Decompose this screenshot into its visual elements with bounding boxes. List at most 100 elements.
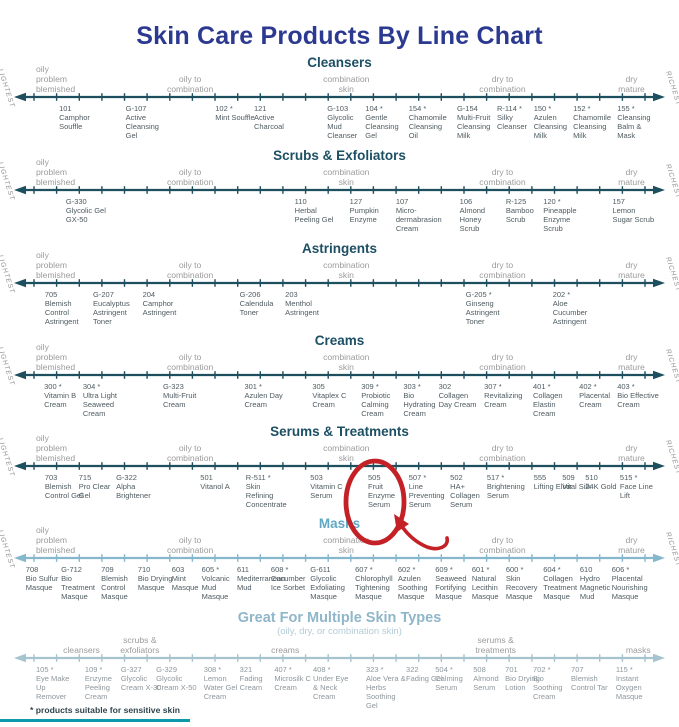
product-name: Cleansing Balm & Mask bbox=[617, 113, 651, 140]
product-name: Under Eye & Neck Cream bbox=[313, 674, 349, 701]
product-code: G-207 bbox=[93, 290, 114, 299]
axis-label: masks bbox=[625, 644, 651, 655]
axis-label: dry to combination bbox=[479, 351, 526, 372]
product-code: 322 bbox=[406, 665, 419, 674]
axis-label: oily problem blemished bbox=[35, 156, 76, 187]
axis-label: dry mature bbox=[618, 166, 645, 187]
product-605: 605 * Volcanic Mud Masque bbox=[202, 565, 244, 601]
product-code: 508 bbox=[473, 665, 486, 674]
product-name: Micro-dermabrasion Cream bbox=[395, 206, 442, 233]
axis-line bbox=[14, 553, 665, 563]
product-G-205: G-205 * Ginseng Astringent Toner bbox=[466, 290, 508, 326]
product-109: 109 * Enzyme Peeling Cream bbox=[85, 665, 127, 701]
product-name: Lemon Water Gel Cream bbox=[203, 674, 238, 701]
product-name: Glycolic Gel GX-50 bbox=[65, 206, 106, 224]
product-name: Almond Honey Scrub bbox=[459, 206, 486, 233]
product-G-330: G-330 Glycolic Gel GX-50 bbox=[66, 197, 108, 224]
axis-line bbox=[14, 185, 665, 195]
axis-line bbox=[14, 461, 665, 471]
product-name: Camphor Souffle bbox=[59, 113, 90, 131]
product-name: Blemish Control Tar bbox=[571, 674, 608, 692]
product-name: Placental Nourishing Masque bbox=[611, 574, 648, 601]
product-name: Azulen Cleansing Milk bbox=[533, 113, 568, 140]
product-code: 503 bbox=[310, 473, 323, 482]
product-name: Multi-Fruit Cream bbox=[162, 391, 197, 409]
product-name: Bio Treatment Masque bbox=[61, 574, 96, 601]
product-name: Eucalyptus Astringent Toner bbox=[93, 299, 130, 326]
product-name: Herbal Peeling Gel bbox=[294, 206, 334, 224]
product-name: Vitamin B Cream bbox=[44, 391, 77, 409]
sensitive-skin-footnote: * products suitable for sensitive skin bbox=[30, 705, 180, 715]
product-150: 150 * Azulen Cleansing Milk bbox=[534, 104, 576, 140]
product-705: 705 Blemish Control Astringent bbox=[45, 290, 87, 326]
product-name: Pumpkin Enzyme bbox=[349, 206, 379, 224]
axis-label: dry to combination bbox=[479, 73, 526, 94]
product-name: Vital Silk bbox=[562, 482, 591, 491]
axis-label: oily to combination bbox=[166, 442, 214, 463]
product-304: 304 * Ultra Light Seaweed Cream bbox=[83, 382, 125, 418]
product-301: 301 * Azulen Day Cream bbox=[244, 382, 286, 409]
product-G-207: G-207 Eucalyptus Astringent Toner bbox=[93, 290, 135, 326]
product-503: 503 Vitamin C Serum bbox=[310, 473, 352, 500]
product-code: 611 bbox=[236, 565, 249, 574]
product-name: Lifting Elixir bbox=[533, 482, 573, 491]
product-307: 307 * Revitalizing Cream bbox=[484, 382, 526, 409]
product-code: G-323 bbox=[162, 382, 184, 391]
product-name: Eye Make Up Remover bbox=[35, 674, 70, 701]
product-code: 504 * bbox=[435, 665, 453, 674]
product-608: 608 * Cucumber Ice Sorbet bbox=[271, 565, 313, 592]
product-code: G-329 bbox=[156, 665, 178, 674]
product-code: 555 bbox=[533, 473, 547, 482]
axis-label: combination skin bbox=[323, 259, 370, 280]
product-code: 610 bbox=[579, 565, 593, 574]
product-code: G-206 bbox=[239, 290, 261, 299]
product-code: 510 bbox=[585, 473, 598, 482]
product-G-322: G-322 Alpha Brightener bbox=[116, 473, 158, 500]
product-code: 408 * bbox=[313, 665, 331, 674]
product-code: 602 * bbox=[397, 565, 416, 574]
product-name: Pro Clear Gel bbox=[78, 482, 111, 500]
product-code: G-107 bbox=[125, 104, 147, 113]
product-name: Collagen Day Cream bbox=[438, 391, 477, 409]
product-code: 715 bbox=[78, 473, 92, 482]
product-110: 110 Herbal Peeling Gel bbox=[295, 197, 337, 224]
axis-label: dry to combination bbox=[479, 259, 526, 280]
product-115: 115 * Instant Oxygen Masque bbox=[616, 665, 658, 701]
product-name: Enzyme Peeling Cream bbox=[84, 674, 112, 701]
product-code: 605 * bbox=[201, 565, 220, 574]
product-code: 603 bbox=[171, 565, 185, 574]
product-code: 204 bbox=[142, 290, 156, 299]
product-517: 517 * Brightening Serum bbox=[487, 473, 529, 500]
product-606: 606 * Placental Nourishing Masque bbox=[612, 565, 654, 601]
product-710: 710 Bio Drying Masque bbox=[138, 565, 180, 592]
product-name: Calming Serum bbox=[435, 674, 463, 692]
product-name: Glycolic Mud Cleanser bbox=[327, 113, 358, 140]
product-501: 501 Vitanol A bbox=[200, 473, 242, 491]
product-name: Bio Drying Masque bbox=[137, 574, 173, 592]
product-name: Mediterranean Mud bbox=[236, 574, 286, 592]
axis-label: oily problem blemished bbox=[35, 63, 76, 94]
product-104: 104 * Gentle Cleansing Gel bbox=[365, 104, 407, 140]
product-code: G-330 bbox=[65, 197, 87, 206]
product-709: 709 Blemish Control Masque bbox=[101, 565, 143, 601]
product-602: 602 * Azulen Soothing Masque bbox=[398, 565, 440, 601]
product-code: 150 * bbox=[533, 104, 552, 113]
product-303: 303 * Bio Hydrating Cream bbox=[403, 382, 445, 418]
product-code: 302 bbox=[438, 382, 452, 391]
product-name: Active Cleansing Gel bbox=[125, 113, 159, 140]
section-title-serums-treatments: Serums & Treatments bbox=[270, 424, 409, 439]
product-code: 600 * bbox=[505, 565, 524, 574]
product-code: 323 * bbox=[365, 665, 384, 674]
product-601: 601 * Natural Lecithin Masque bbox=[472, 565, 514, 601]
product-code: 702 * bbox=[533, 665, 551, 674]
axis-label: dry mature bbox=[618, 259, 645, 280]
section-serums-treatments: Serums & Treatments oily problem blemishe… bbox=[0, 424, 679, 517]
product-708: 708 Bio Sulfur Masque bbox=[26, 565, 68, 592]
section-title-astringents: Astringents bbox=[301, 241, 377, 256]
product-name: Silky Cleanser bbox=[497, 113, 528, 131]
product-323: 323 * Aloe Vera & Herbs Soothing Gel bbox=[366, 665, 408, 710]
product-name: Probiotic Calming Cream bbox=[361, 391, 391, 418]
product-507: 507 * Line Preventing Serum bbox=[409, 473, 451, 509]
product-name: Cucumber Ice Sorbet bbox=[270, 574, 306, 592]
product-name: Chlorophyll Tightening Masque bbox=[355, 574, 393, 601]
